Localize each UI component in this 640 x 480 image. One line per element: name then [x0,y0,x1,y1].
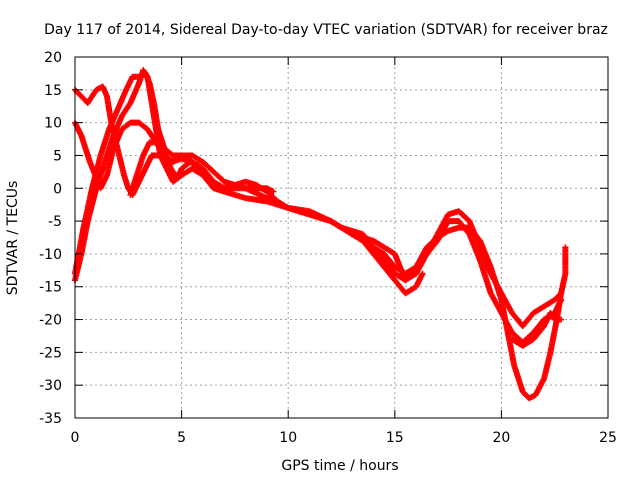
y-tick-label: -30 [39,378,62,394]
x-tick-label: 5 [177,430,186,446]
y-tick-label: 0 [53,181,62,197]
data-point [270,188,277,195]
y-tick-label: 10 [44,116,62,132]
y-tick-label: -10 [39,247,62,263]
plot-frame [74,56,609,419]
y-axis-label: SDTVAR / TECUs [5,181,21,296]
data-point [562,244,569,251]
x-tick-label: 10 [279,430,297,446]
y-tick-label: -25 [39,345,62,361]
y-tick-label: 5 [53,148,62,164]
series-trace-6 [349,224,569,402]
x-tick-label: 0 [71,430,80,446]
x-tick-label: 25 [599,430,617,446]
y-tick-label: -5 [48,214,62,230]
axis-ticks: 0 5 10 15 20 25 -35 -30 -25 -20 -15 -10 -5 0 5 10 15 20 [39,50,617,446]
series-trace-3 [72,67,565,346]
grid-lines [75,57,608,418]
series-trace-5 [127,139,202,198]
x-tick-label: 20 [492,430,510,446]
x-tick-label: 15 [386,430,404,446]
x-axis-label: GPS time / hours [281,458,398,474]
y-tick-label: -35 [39,411,62,427]
data-point [558,316,565,323]
y-tick-label: -20 [39,313,62,329]
chart-title: Day 117 of 2014, Sidereal Day-to-day VTE… [44,22,608,38]
data-point [195,162,202,169]
y-tick-label: 20 [44,50,62,66]
series-trace-7 [509,309,565,349]
y-tick-label: -15 [39,280,62,296]
data-point [419,270,426,277]
y-tick-label: 15 [44,83,62,99]
data-series [72,67,569,402]
